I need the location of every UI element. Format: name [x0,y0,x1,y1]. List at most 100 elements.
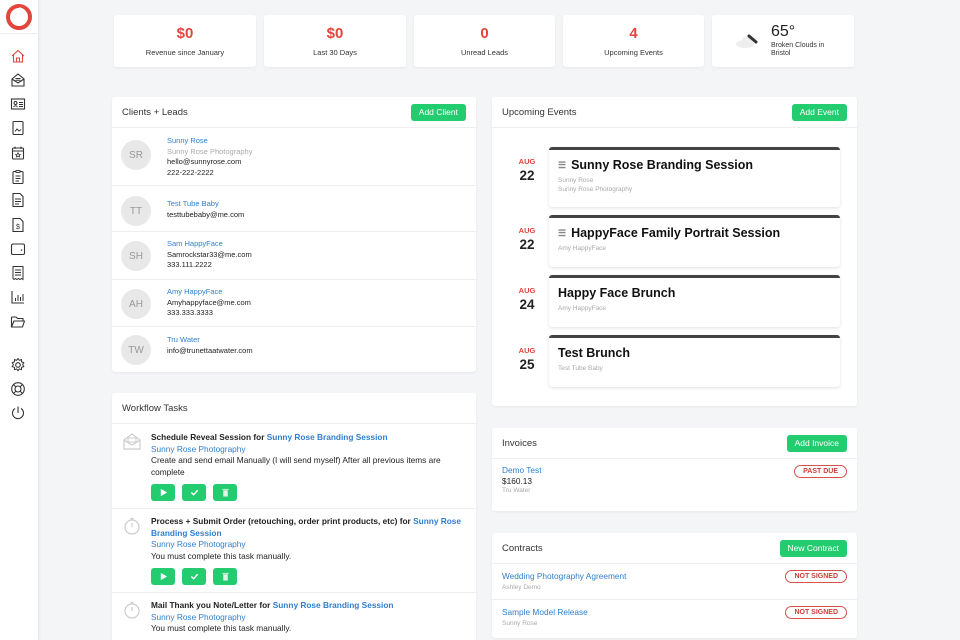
documents-icon[interactable] [10,192,26,208]
tasks-clipboard-icon[interactable] [10,169,26,185]
add-client-button[interactable]: Add Client [410,103,466,121]
folder-icon[interactable] [10,314,26,330]
avatar: TT [121,196,151,226]
event-date: AUG 22 [512,226,542,252]
client-name-link[interactable]: Tru Water [167,335,200,344]
panel-title: Upcoming Events [502,106,577,118]
event-month: AUG [518,286,536,295]
event-date: AUG 25 [512,346,542,372]
delete-task-button[interactable] [213,484,237,501]
event-date: AUG 24 [512,286,542,312]
avatar: SH [121,241,151,271]
client-name-link[interactable]: Sunny Rose [167,136,208,145]
client-name-link[interactable]: Test Tube Baby [167,199,219,208]
client-phone: 333.111.2222 [167,260,212,269]
reports-chart-icon[interactable] [10,289,26,305]
task-description: You must complete this task manually. [151,623,292,633]
task-item: Schedule Reveal Session for Sunny Rose B… [112,424,476,509]
client-phone: 222-222-2222 [167,167,214,177]
contacts-icon[interactable] [10,96,26,112]
stat-value: 0 [480,25,489,42]
event-client: Test Tube Baby [558,365,603,372]
contract-row[interactable]: Sample Model Release Sunny Rose NOT SIGN… [492,600,857,636]
client-row[interactable]: AH Amy HappyFace Amyhappyface@me.com 333… [112,280,476,327]
stat-value: $0 [326,25,344,42]
event-title: Test Brunch [558,346,630,360]
status-badge: NOT SIGNED [785,570,847,583]
client-row[interactable]: TW Tru Water info@trunettaatwater.com [112,327,476,371]
start-task-button[interactable] [151,484,175,501]
event-item: AUG 22 ☰ Sunny Rose Branding Session Sunn… [492,147,857,207]
contract-client: Sunny Rose [502,620,538,627]
event-card[interactable]: ☰ HappyFace Family Portrait Session Amy H… [549,215,840,267]
client-row[interactable]: SH Sam HappyFace Samrockstar33@me.com 33… [112,232,476,280]
start-task-button[interactable] [151,568,175,585]
event-card[interactable]: ☰ Sunny Rose Branding Session Sunny Rose … [549,147,840,207]
calendar-icon[interactable] [10,145,26,161]
task-client-link[interactable]: Sunny Rose Photography [151,611,246,622]
event-company: Sunny Rose Photography [558,186,633,193]
stat-label: Upcoming Events [604,48,663,57]
stat-label: Unread Leads [460,48,509,57]
task-item: Process + Submit Order (retouching, orde… [112,509,476,593]
task-title: Process + Submit Order (retouching, orde… [151,516,414,526]
event-client: Amy HappyFace [558,245,607,252]
help-lifebuoy-icon[interactable] [10,381,26,397]
event-day: 24 [519,297,535,312]
invoice-name-link[interactable]: Demo Test [502,465,542,475]
client-email: Samrockstar33@me.com [167,249,252,259]
invoice-row[interactable]: Demo Test $160.13 Tru Water PAST DUE [492,459,857,503]
wallet-icon[interactable] [10,241,26,257]
task-client-link[interactable]: Sunny Rose Photography [151,443,246,454]
stat-revenue-30d: $0 Last 30 Days [264,15,406,67]
inbox-icon[interactable] [10,72,26,88]
task-event-link[interactable]: Sunny Rose Branding Session [151,516,462,538]
event-title: Sunny Rose Branding Session [571,158,754,172]
stat-value: 4 [629,25,638,42]
power-icon[interactable] [10,405,26,421]
gallery-icon[interactable] [10,120,26,136]
contract-client: Ashley Demo [502,584,541,591]
client-row[interactable]: SR Sunny Rose Sunny Rose Photography hel… [112,128,476,186]
complete-task-button[interactable] [182,568,206,585]
task-client-link[interactable]: Sunny Rose Photography [151,539,246,549]
stat-unread-leads: 0 Unread Leads [414,15,555,67]
panel-title: Invoices [502,437,537,449]
email-icon [121,432,143,508]
receipt-icon[interactable] [10,265,26,281]
contract-row[interactable]: Wedding Photography Agreement Ashley Dem… [492,564,857,600]
home-icon[interactable] [10,48,26,64]
play-icon [160,488,167,497]
play-icon [160,572,167,581]
stopwatch-icon [121,600,143,640]
event-card[interactable]: Test Brunch Test Tube Baby [549,335,840,387]
event-title: Happy Face Brunch [558,286,676,300]
settings-gear-icon[interactable] [10,357,26,373]
client-name-link[interactable]: Sam HappyFace [167,239,223,248]
delete-task-button[interactable] [213,568,237,585]
panel-header: Invoices Add Invoice [492,428,857,459]
client-name-link[interactable]: Amy HappyFace [167,287,223,296]
stat-label: Revenue since January [145,48,225,57]
add-invoice-button[interactable]: Add Invoice [786,434,847,452]
check-icon [190,573,198,580]
stat-label: Last 30 Days [313,48,357,57]
event-client: Amy HappyFace [558,305,607,312]
client-row[interactable]: TT Test Tube Baby testtubebaby@me.com [112,186,476,232]
event-title: HappyFace Family Portrait Session [571,226,781,240]
status-badge: NOT SIGNED [785,606,847,619]
event-card[interactable]: Happy Face Brunch Amy HappyFace [549,275,840,327]
contract-name-link[interactable]: Sample Model Release [502,607,588,617]
client-phone: 333.333.3333 [167,308,213,317]
clients-leads-panel: Clients + Leads Add Client SR Sunny Rose… [112,97,476,372]
new-contract-button[interactable]: New Contract [779,539,847,557]
contract-name-link[interactable]: Wedding Photography Agreement [502,571,627,581]
task-event-link[interactable]: Sunny Rose Branding Session [272,600,394,610]
invoices-icon[interactable]: $ [10,217,26,233]
add-event-button[interactable]: Add Event [791,103,847,121]
complete-task-button[interactable] [182,484,206,501]
client-email: info@trunettaatwater.com [167,345,253,355]
app-logo[interactable] [5,3,33,31]
avatar: AH [121,289,151,319]
task-event-link[interactable]: Sunny Rose Branding Session [266,432,388,442]
